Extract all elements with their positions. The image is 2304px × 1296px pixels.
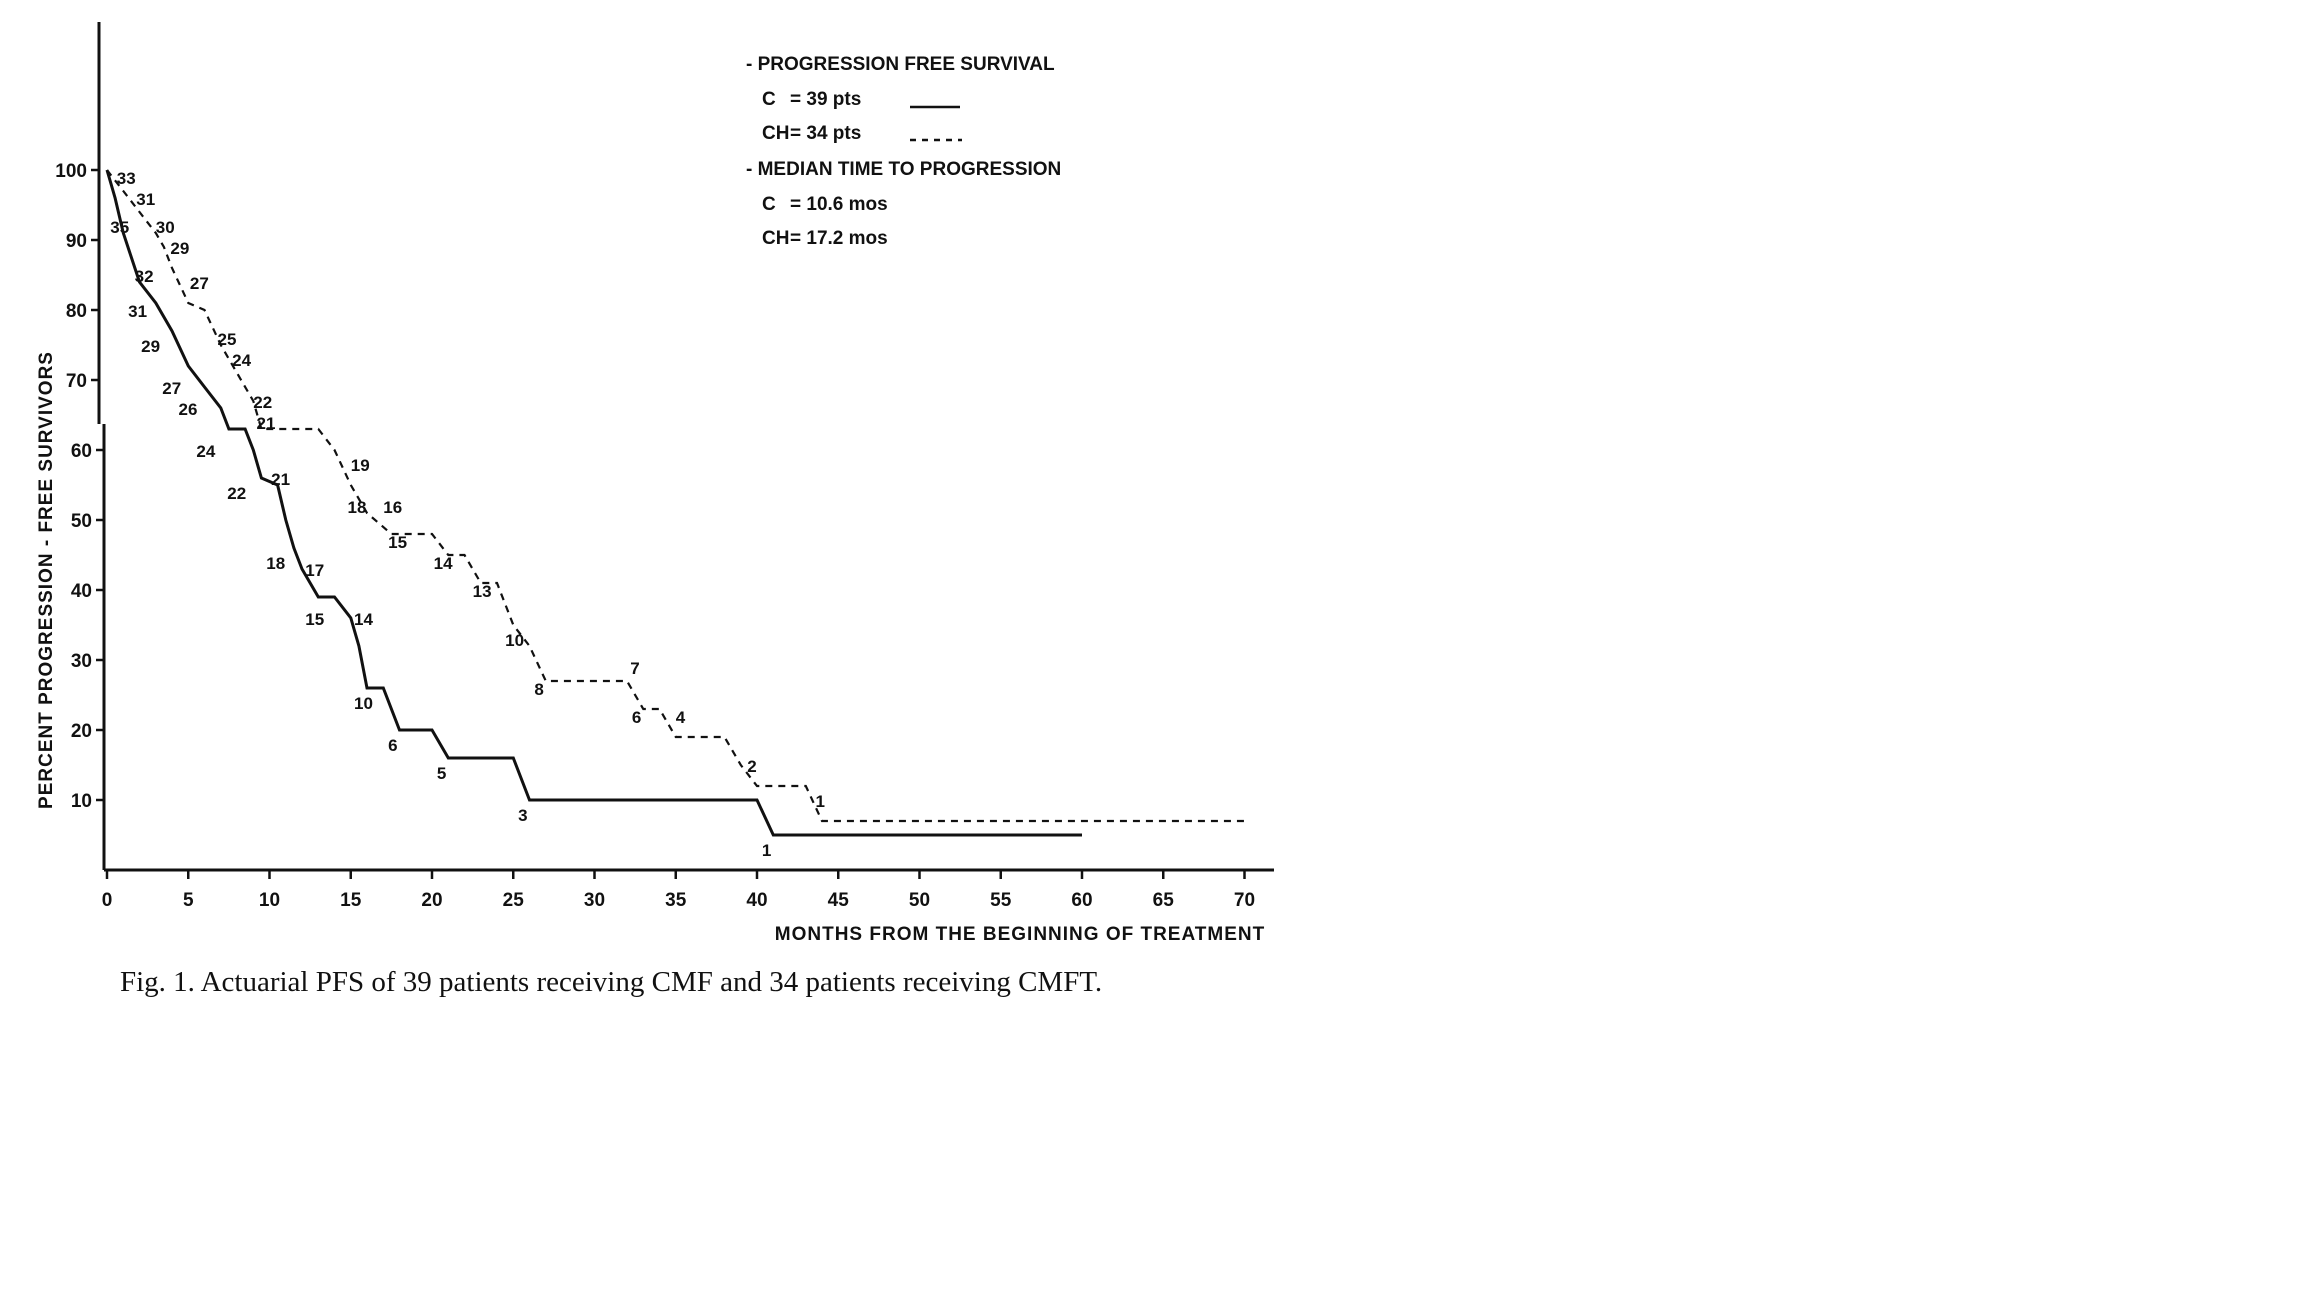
at-risk-label-ch: 8: [534, 680, 543, 699]
figure-caption: Fig. 1. Actuarial PFS of 39 patients rec…: [120, 966, 1103, 998]
at-risk-label-c: 26: [179, 400, 198, 419]
at-risk-label-c: 29: [141, 337, 160, 356]
legend: - PROGRESSION FREE SURVIVAL C = 39 pts C…: [746, 54, 1061, 249]
at-risk-label-ch: 29: [170, 239, 189, 258]
at-risk-label-ch: 24: [232, 351, 251, 370]
at-risk-label-ch: 13: [473, 582, 492, 601]
x-tick-label: 5: [183, 890, 194, 911]
legend-ch-value: = 34 pts: [790, 123, 861, 144]
legend-ch-label: CH: [762, 123, 789, 144]
at-risk-label-c: 32: [135, 267, 154, 286]
at-risk-label-c: 3: [518, 806, 527, 825]
at-risk-label-ch: 14: [434, 554, 453, 573]
y-tick-label: 60: [71, 441, 92, 462]
y-tick-label: 30: [71, 651, 92, 672]
y-tick-label: 100: [55, 161, 87, 182]
x-tick-label: 40: [746, 890, 767, 911]
legend-ch-median-value: = 17.2 mos: [790, 228, 888, 249]
at-risk-label-c: 18: [266, 554, 285, 573]
at-risk-label-ch: 22: [253, 393, 272, 412]
x-tick-label: 55: [990, 890, 1012, 911]
x-tick-label: 25: [503, 890, 525, 911]
legend-c-median-value: = 10.6 mos: [790, 194, 888, 215]
y-tick-label: 50: [71, 511, 92, 532]
at-risk-label-c: 17: [305, 561, 324, 580]
at-risk-label-ch: 27: [190, 274, 209, 293]
x-tick-label: 30: [584, 890, 605, 911]
at-risk-label-c: 5: [437, 764, 446, 783]
at-risk-label-ch: 16: [383, 498, 402, 517]
x-tick-label: 70: [1234, 890, 1255, 911]
x-tick-label: 35: [665, 890, 687, 911]
at-risk-label-ch: 4: [676, 708, 686, 727]
at-risk-label-ch: 7: [630, 659, 639, 678]
x-tick-label: 65: [1153, 890, 1175, 911]
at-risk-label-ch: 30: [156, 218, 175, 237]
x-tick-label: 0: [102, 890, 113, 911]
series-line-ch: [106, 169, 1245, 823]
series-lines: [105, 169, 1245, 837]
at-risk-label-ch: 21: [257, 414, 276, 433]
at-risk-label-ch: 19: [351, 456, 370, 475]
x-tick-label: 20: [421, 890, 442, 911]
legend-ch-median-label: CH: [762, 228, 789, 249]
at-risk-label-ch: 18: [348, 498, 367, 517]
at-risk-label-ch: 1: [816, 792, 825, 811]
at-risk-label-ch: 25: [218, 330, 237, 349]
x-tick-label: 60: [1071, 890, 1092, 911]
y-tick-label: 80: [66, 301, 87, 322]
at-risk-label-c: 31: [128, 302, 147, 321]
at-risk-label-c: 1: [762, 841, 771, 860]
x-tick-label: 10: [259, 890, 280, 911]
at-risk-label-c: 14: [354, 610, 373, 629]
at-risk-label-ch: 10: [505, 631, 524, 650]
at-risk-label-c: 6: [388, 736, 397, 755]
legend-c-median-label: C: [762, 194, 776, 215]
y-tick-label: 90: [66, 231, 87, 252]
y-ticks: 10 20 30 40 50 60 70 80 90 100: [55, 161, 104, 812]
y-tick-label: 10: [71, 791, 92, 812]
y-tick-label: 70: [66, 371, 87, 392]
x-axis-title: MONTHS FROM THE BEGINNING OF TREATMENT: [775, 924, 1265, 945]
x-tick-label: 45: [828, 890, 850, 911]
y-tick-label: 20: [71, 721, 92, 742]
legend-heading-median: - MEDIAN TIME TO PROGRESSION: [746, 159, 1061, 180]
at-risk-label-c: 22: [227, 484, 246, 503]
x-tick-label: 15: [340, 890, 362, 911]
series-line-c: [105, 169, 1082, 837]
at-risk-label-c: 35: [110, 218, 129, 237]
at-risk-label-c: 24: [196, 442, 215, 461]
at-risk-label-ch: 33: [117, 169, 136, 188]
at-risk-label-c: 10: [354, 694, 373, 713]
at-risk-label-ch: 15: [388, 533, 407, 552]
at-risk-label-ch: 6: [632, 708, 641, 727]
legend-c-label: C: [762, 89, 776, 110]
at-risk-label-ch: 31: [136, 190, 155, 209]
x-tick-label: 50: [909, 890, 930, 911]
legend-heading-pfs: - PROGRESSION FREE SURVIVAL: [746, 54, 1055, 75]
at-risk-label-ch: 2: [747, 757, 756, 776]
y-axis-title: PERCENT PROGRESSION - FREE SURVIVORS: [36, 351, 57, 809]
x-ticks: 0 5 10 15 20 25 30 35 40 45 50 55 60 65 70: [102, 870, 1255, 911]
y-tick-label: 40: [71, 581, 92, 602]
at-risk-label-c: 15: [305, 610, 324, 629]
legend-c-value: = 39 pts: [790, 89, 861, 110]
at-risk-label-c: 27: [162, 379, 181, 398]
at-risk-label-c: 21: [271, 470, 290, 489]
